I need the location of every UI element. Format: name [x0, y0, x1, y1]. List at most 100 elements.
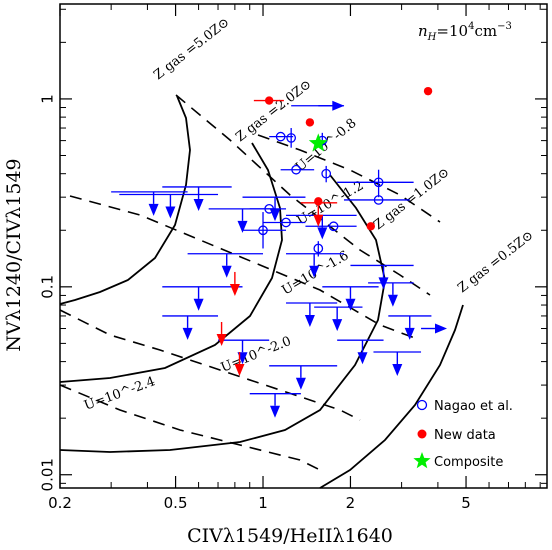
- limit-arrowhead: [345, 298, 356, 311]
- legend-marker-filled-circle: [417, 429, 427, 439]
- limit-arrowhead: [309, 265, 320, 278]
- limit-arrowhead: [392, 364, 403, 376]
- data-point-group: [388, 315, 432, 340]
- data-point-group: [321, 165, 332, 183]
- x-tick-label: 5: [461, 494, 471, 512]
- ionization-curve: [59, 309, 361, 421]
- data-point: [305, 118, 315, 127]
- y-tick-label: 0.01: [39, 458, 57, 491]
- data-point-group: [269, 365, 338, 390]
- limit-arrowhead: [332, 319, 343, 332]
- data-point: [313, 243, 324, 254]
- data-point-group: [242, 196, 306, 222]
- data-point-group: [208, 208, 276, 233]
- y-tick-label: 1: [39, 94, 57, 104]
- x-axis-title: CIVλ1549/HeIIλ1640: [187, 525, 393, 547]
- data-point-group: [249, 393, 301, 418]
- limit-arrowhead: [237, 220, 248, 233]
- x-tick-label: 0.2: [48, 494, 72, 512]
- limit-arrowhead: [435, 323, 447, 334]
- data-point-group: [421, 323, 447, 334]
- limit-arrowhead: [165, 206, 176, 219]
- data-point: [258, 225, 268, 236]
- density-annotation: nH=104cm−3: [418, 21, 512, 43]
- limit-arrowhead: [182, 327, 193, 340]
- data-point-group: [423, 86, 433, 96]
- data-point: [373, 195, 384, 205]
- data-point-group: [119, 193, 219, 219]
- legend-label: New data: [434, 428, 496, 443]
- data-point-group: [305, 118, 315, 127]
- limit-arrowhead: [193, 199, 204, 211]
- data-point-group: [305, 221, 357, 232]
- data-point-group: [234, 351, 245, 376]
- data-point: [314, 197, 323, 206]
- limit-arrowhead: [229, 284, 240, 296]
- limit-arrowhead: [313, 214, 324, 227]
- x-tick-label: 0.5: [164, 494, 188, 512]
- data-point: [373, 177, 384, 188]
- data-point-group: [368, 282, 414, 307]
- limit-arrowhead: [270, 405, 280, 418]
- y-axis-title: NVλ1240/CIVλ1549: [3, 158, 25, 351]
- data-point: [275, 131, 286, 142]
- data-point-group: [269, 131, 294, 142]
- series-group: [308, 133, 328, 152]
- x-tick-label: 2: [346, 494, 356, 512]
- limit-arrowhead: [404, 327, 415, 340]
- data-point-group: [373, 351, 422, 376]
- data-point: [366, 222, 375, 231]
- data-point-group: [162, 315, 219, 340]
- data-point-group: [242, 212, 287, 249]
- metallicity-curve: [59, 142, 283, 383]
- limit-arrowhead: [148, 203, 159, 216]
- axes: 0.2 0.5 1 2 5 0.01 0.1 1: [39, 3, 548, 512]
- metallicity-curve: [319, 304, 464, 489]
- data-point-group: [286, 253, 344, 278]
- data-point-group: [263, 217, 306, 228]
- limit-arrowhead: [193, 298, 204, 311]
- ionization-curve: [257, 134, 441, 223]
- data-point-group: [291, 100, 345, 111]
- limit-arrowhead: [332, 100, 345, 111]
- data-point-group: [216, 321, 227, 346]
- data-point: [281, 217, 291, 228]
- series-group: [216, 86, 433, 376]
- data-point-group: [286, 128, 297, 148]
- limit-arrowhead: [234, 364, 245, 376]
- data-point: [286, 133, 297, 143]
- composite-star: [308, 133, 328, 152]
- data-point: [328, 221, 339, 232]
- data-point: [264, 96, 274, 105]
- limit-arrowhead: [216, 334, 227, 346]
- metallicity-curve: [59, 95, 191, 305]
- data-point-group: [229, 271, 240, 296]
- limit-arrowhead: [295, 377, 306, 390]
- legend: Nagao et al. New data Composite: [413, 399, 513, 470]
- data-point-group: [286, 302, 338, 327]
- limit-arrowhead: [317, 227, 328, 240]
- data-point: [423, 86, 433, 96]
- data-point-group: [337, 339, 384, 365]
- data-point-group: [162, 186, 232, 211]
- data-point-group: [314, 197, 323, 206]
- data-point-group: [343, 195, 410, 205]
- data-point-group: [314, 306, 363, 332]
- data-point-group: [308, 133, 328, 152]
- y-tick-label: 0.1: [39, 275, 57, 299]
- x-tick-label: 1: [258, 494, 268, 512]
- legend-marker-star: [413, 452, 431, 469]
- data-point-group: [253, 96, 284, 105]
- data-point-group: [162, 286, 243, 311]
- ionization-curve: [69, 195, 421, 341]
- data-point-group: [280, 164, 315, 175]
- legend-marker-open-circle: [416, 399, 428, 411]
- data-point-group: [337, 169, 414, 198]
- data-point-group: [366, 222, 375, 231]
- legend-label: Nagao et al.: [434, 399, 513, 414]
- data-series: [111, 86, 447, 418]
- plot-frame: [59, 3, 548, 489]
- data-point: [291, 164, 301, 175]
